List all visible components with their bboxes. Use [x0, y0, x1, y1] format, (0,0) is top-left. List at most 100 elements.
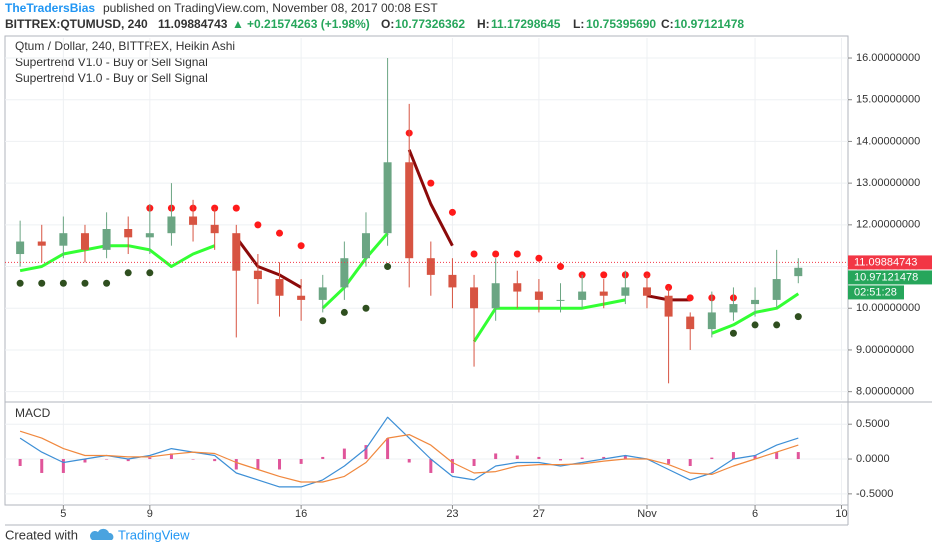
supertrend-dot	[362, 304, 370, 312]
close-price-box	[848, 270, 932, 285]
y-tick-label: 13.00000000	[856, 177, 920, 189]
macd-histogram-bar	[299, 459, 303, 464]
supertrend-dot	[276, 229, 284, 237]
candle-body	[37, 241, 46, 246]
indicator-legend: Supertrend V1.0 - Buy or Sell Signal	[15, 71, 208, 85]
supertrend-dot	[232, 204, 240, 212]
low: 10.75395690	[586, 17, 656, 31]
candle-body	[340, 258, 349, 288]
macd-histogram-bar	[321, 456, 325, 460]
supertrend-dot	[470, 250, 478, 258]
candle-body	[145, 233, 154, 238]
macd-histogram-bar	[191, 459, 195, 460]
y-tick-label: 9.00000000	[856, 344, 914, 356]
macd-line	[19, 416, 799, 488]
macd-histogram-bar	[731, 452, 735, 460]
last-price-label: 11.09884743	[854, 256, 917, 268]
close: 10.97121478	[674, 17, 744, 31]
macd-histogram-bar	[494, 453, 498, 460]
candle-body	[426, 258, 435, 275]
candle-body	[59, 233, 68, 246]
supertrend-line	[19, 232, 800, 343]
macd-histogram-bar	[169, 453, 173, 460]
candle-body	[470, 287, 479, 309]
candle-body	[189, 216, 198, 225]
supertrend-dot	[492, 250, 500, 258]
candle-body	[275, 279, 284, 296]
supertrend-dot	[16, 279, 24, 287]
candle-body	[383, 162, 392, 234]
macd-histogram-bar	[256, 459, 260, 470]
quote-line: BITTREX:QTUMUSD, 240 11.09884743 ▲ +0.21…	[5, 17, 744, 31]
macd-histogram-bar	[580, 457, 584, 460]
macd-histogram-bar	[537, 456, 541, 460]
author[interactable]: TheTradersBias	[5, 1, 95, 15]
y-tick-label: 10.00000000	[856, 302, 920, 314]
x-tick-label: 10	[835, 508, 847, 520]
candle-body	[102, 229, 111, 250]
last: 11.09884743	[158, 17, 228, 31]
supertrend-dot	[600, 271, 608, 279]
candle-body	[167, 216, 176, 234]
candle-body	[621, 287, 630, 296]
candle-body	[16, 241, 25, 255]
macd-histogram-bar	[559, 459, 563, 461]
macd-title: MACD	[15, 406, 51, 420]
symbol: BITTREX:QTUMUSD, 240	[5, 17, 148, 31]
macd-histogram-bar	[667, 459, 671, 464]
candle-body	[210, 224, 219, 234]
supertrend-dot	[557, 263, 565, 271]
macd-histogram-bar	[364, 445, 368, 460]
candle-body	[772, 279, 781, 300]
macd-histogram-bar	[450, 459, 454, 473]
candle-body	[664, 295, 673, 317]
open: 10.77326362	[395, 17, 465, 31]
supertrend-dot	[38, 279, 46, 287]
countdown-label: 02:51:28	[854, 286, 897, 298]
macd-histogram-bar	[234, 459, 238, 470]
supertrend-dot	[124, 269, 132, 277]
supertrend-dot	[448, 208, 456, 216]
open-label: O:	[381, 17, 394, 31]
macd-histogram-bar	[602, 456, 606, 460]
indicator-legend: Supertrend V1.0 - Buy or Sell Signal	[15, 55, 208, 69]
countdown-box	[848, 285, 904, 300]
candle-body	[534, 291, 543, 300]
macd-histogram-bar	[472, 459, 476, 466]
macd-histogram-bar	[623, 455, 627, 460]
change: +0.21574263 (+1.98%)	[247, 17, 370, 31]
candle-body	[599, 291, 608, 296]
macd-histogram-bar	[105, 459, 109, 460]
brand[interactable]: TradingView	[118, 527, 190, 542]
macd-histogram-bar	[688, 459, 692, 466]
supertrend-dot	[297, 242, 305, 250]
macd-histogram-bar	[342, 448, 346, 460]
published: published on TradingView.com, November 0…	[103, 1, 438, 15]
candle-body	[513, 283, 522, 292]
supertrend-dot	[427, 179, 435, 187]
macd-histogram-bar	[753, 455, 757, 460]
candle-body	[751, 299, 760, 305]
macd-histogram-bar	[148, 457, 152, 460]
x-tick-label: 23	[446, 508, 458, 520]
macd-histogram-bar	[429, 459, 433, 473]
supertrend-dot	[773, 321, 781, 329]
macd-histogram-bar	[407, 459, 411, 463]
y-tick-label: 12.00000000	[856, 219, 920, 231]
candle-body	[297, 295, 306, 300]
supertrend-dot	[81, 279, 89, 287]
close-label: C:	[661, 17, 674, 31]
macd-histogram-bar	[18, 459, 22, 466]
y-tick-label: 16.00000000	[856, 52, 920, 64]
macd-histogram-bar	[83, 459, 87, 463]
supertrend-dot	[254, 221, 262, 229]
low-label: L:	[573, 17, 584, 31]
candle-body	[729, 304, 738, 313]
x-tick-label: 6	[752, 508, 758, 520]
supertrend-dot	[59, 279, 67, 287]
macd-histogram-bar	[40, 459, 44, 473]
candle-body	[556, 299, 565, 301]
close-price-label: 10.97121478	[854, 271, 918, 283]
x-tick-label: 9	[147, 508, 153, 520]
